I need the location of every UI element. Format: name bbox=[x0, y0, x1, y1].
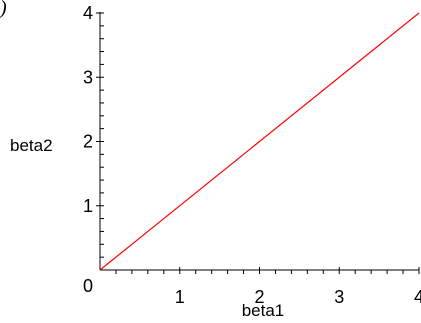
y-tick-label: 1 bbox=[83, 196, 93, 216]
x-tick-label: 2 bbox=[254, 287, 264, 307]
corner-mark: ) bbox=[0, 0, 7, 19]
y-axis-label: beta2 bbox=[10, 136, 53, 155]
x-tick-label: 1 bbox=[175, 287, 185, 307]
y-tick-label: 2 bbox=[83, 132, 93, 152]
x-tick-label: 4 bbox=[414, 287, 421, 307]
major-ticks bbox=[96, 12, 420, 274]
y-tick-label: 3 bbox=[83, 67, 93, 87]
x-tick-label: 3 bbox=[334, 287, 344, 307]
y-tick-label: 4 bbox=[83, 3, 93, 23]
series-group bbox=[99, 12, 420, 271]
series-line-1 bbox=[99, 12, 420, 271]
minor-ticks bbox=[100, 25, 404, 274]
y-tick-label: 0 bbox=[83, 276, 93, 296]
tick-labels: 1 2 3 4 0 1 2 3 4 bbox=[83, 3, 421, 307]
x-axis-label: beta1 bbox=[242, 301, 285, 320]
